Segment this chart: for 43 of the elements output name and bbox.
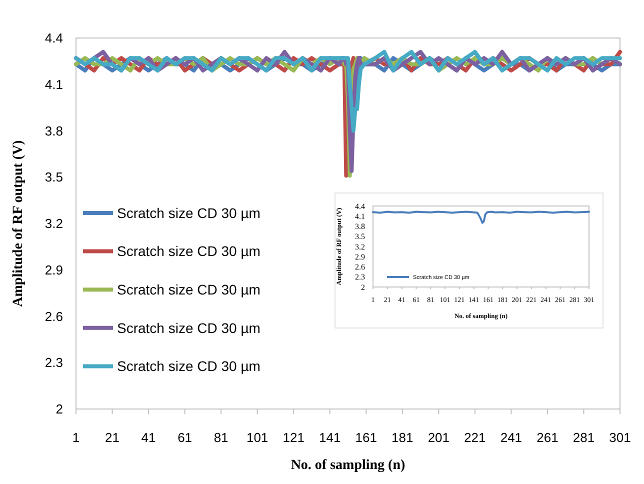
y-tick-label: 2 — [361, 282, 365, 292]
legend-label: Scratch size CD 30 µm — [117, 243, 260, 260]
x-tick-label: 1 — [72, 430, 80, 445]
y-tick-label: 2.3 — [355, 272, 365, 282]
line-series — [74, 50, 622, 133]
legend-label: Scratch size CD 30 µm — [117, 358, 260, 374]
x-tick-label: 21 — [105, 430, 120, 445]
x-tick-label: 221 — [464, 430, 486, 445]
y-tick-label: 2.3 — [44, 355, 63, 370]
legend-label: Scratch size CD 30 µm — [117, 282, 260, 298]
y-tick-label: 2.9 — [44, 262, 63, 278]
x-tick-label: 161 — [355, 430, 377, 445]
y-tick-label: 2.6 — [355, 262, 365, 272]
x-tick-label: 141 — [319, 430, 341, 445]
y-tick-label: 4.1 — [355, 212, 365, 221]
line-series — [372, 210, 590, 224]
x-tick-label: 41 — [141, 430, 156, 445]
y-tick-label: 3.5 — [44, 170, 63, 185]
y-tick-label: 2 — [56, 402, 63, 417]
x-tick-label: 121 — [282, 430, 304, 445]
x-tick-label: 201 — [428, 430, 450, 445]
y-axis-title: Amplitude of RF output (V) — [11, 140, 26, 307]
x-tick-label: 101 — [246, 430, 268, 445]
legend-label: Scratch size CD 30 µm — [117, 320, 260, 336]
y-tick-label: 4.4 — [355, 202, 365, 211]
x-tick-label: 281 — [572, 430, 595, 445]
x-axis-title: No. of sampling (n) — [290, 458, 406, 473]
y-tick-label: 3.8 — [355, 222, 365, 232]
y-tick-label: 2.6 — [44, 308, 63, 324]
x-tick-label: 241 — [500, 430, 522, 445]
x-tick-label: 81 — [214, 430, 228, 445]
x-tick-label: 61 — [178, 430, 192, 445]
y-tick-label: 4.1 — [44, 76, 63, 92]
y-tick-label: 2.9 — [355, 252, 365, 262]
y-tick-label: 3.8 — [44, 123, 63, 138]
x-tick-label: 181 — [392, 430, 414, 445]
legend-label: Scratch size CD 30 µm — [117, 204, 260, 221]
x-tick-label: 261 — [536, 430, 558, 445]
y-tick-label: 3.2 — [44, 216, 63, 232]
x-tick-label: 301 — [609, 430, 631, 445]
y-tick-label: 3.5 — [355, 232, 365, 242]
y-tick-label: 3.2 — [355, 242, 365, 252]
y-tick-label: 4.4 — [44, 30, 63, 46]
